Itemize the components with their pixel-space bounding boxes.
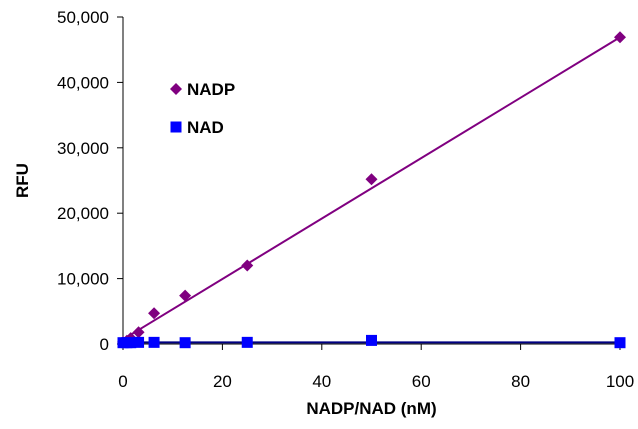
y-tick-label: 50,000 bbox=[57, 8, 109, 27]
y-axis-title: RFU bbox=[13, 163, 32, 198]
legend-nadp-marker bbox=[170, 83, 182, 95]
legend-nad-label: NAD bbox=[187, 118, 224, 137]
y-tick-label: 40,000 bbox=[57, 73, 109, 92]
x-tick-label: 100 bbox=[606, 372, 634, 391]
nad-point bbox=[241, 336, 253, 348]
axes bbox=[117, 16, 621, 350]
nad-point bbox=[366, 334, 377, 346]
y-tick-label: 10,000 bbox=[57, 270, 109, 289]
legend: NADP NAD bbox=[170, 80, 235, 137]
nadp-point bbox=[241, 259, 254, 272]
nadp-point bbox=[148, 307, 161, 320]
nad-point bbox=[133, 336, 145, 348]
x-tick-label: 80 bbox=[511, 372, 530, 391]
tick-labels: 0 10,000 20,000 30,000 40,000 50,000 0 20 40 60 80… bbox=[57, 8, 634, 391]
nad-point bbox=[148, 336, 160, 348]
x-axis-title: NADP/NAD (nM) bbox=[306, 399, 436, 418]
y-tick-label: 30,000 bbox=[57, 139, 109, 158]
nadp-point bbox=[365, 173, 378, 186]
x-tick-label: 40 bbox=[312, 372, 331, 391]
nad-point bbox=[125, 337, 137, 349]
y-tick-label: 20,000 bbox=[57, 204, 109, 223]
y-tick-label: 0 bbox=[100, 335, 109, 354]
legend-nad-marker bbox=[170, 121, 182, 133]
x-tick-label: 60 bbox=[412, 372, 431, 391]
x-tick-label: 0 bbox=[118, 372, 127, 391]
nadp-point bbox=[132, 326, 145, 339]
x-tick-label: 20 bbox=[213, 372, 232, 391]
legend-nadp-label: NADP bbox=[187, 80, 235, 99]
nad-point bbox=[179, 337, 191, 349]
nadp-trendline bbox=[122, 36, 621, 341]
nadp-point bbox=[179, 289, 192, 302]
data-points bbox=[117, 31, 626, 349]
nad-point bbox=[614, 337, 626, 349]
nadp-point bbox=[614, 31, 626, 44]
